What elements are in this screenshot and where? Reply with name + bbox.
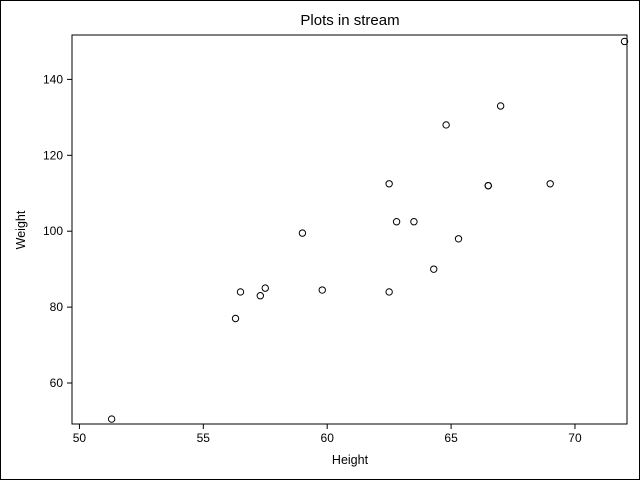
y-tick-label: 60 — [50, 376, 64, 390]
data-points — [107, 37, 629, 423]
x-tick-label: 60 — [321, 431, 335, 445]
data-point — [410, 218, 418, 226]
y-tick-label: 120 — [43, 148, 63, 162]
data-point — [392, 218, 401, 226]
data-point — [385, 288, 393, 296]
data-point — [430, 265, 438, 273]
x-tick-label: 50 — [73, 431, 87, 445]
data-point — [261, 284, 269, 292]
y-axis-ticks: 60 80 100 120 140 — [43, 72, 72, 390]
plot-area — [71, 34, 628, 425]
data-point — [107, 415, 116, 423]
data-point — [442, 121, 450, 129]
x-tick-label: 55 — [197, 431, 211, 445]
y-tick-label: 140 — [43, 72, 63, 86]
data-point — [236, 288, 245, 296]
y-tick-label: 80 — [50, 300, 64, 314]
x-tick-label: 65 — [444, 431, 458, 445]
data-point — [256, 292, 265, 300]
data-point — [298, 229, 307, 237]
data-point — [231, 314, 240, 323]
data-point — [385, 180, 393, 188]
y-tick-label: 100 — [43, 224, 63, 238]
data-point — [496, 102, 505, 110]
data-point — [454, 235, 463, 243]
x-axis-title: Height — [332, 453, 369, 467]
chart-title: Plots in stream — [300, 12, 399, 29]
x-tick-label: 70 — [568, 431, 582, 445]
data-point — [546, 180, 554, 188]
y-axis-title: Weight — [14, 210, 28, 249]
data-point — [620, 37, 629, 46]
data-point — [318, 286, 326, 294]
data-point — [484, 181, 492, 190]
x-axis-ticks: 50 55 60 65 70 — [73, 424, 582, 445]
